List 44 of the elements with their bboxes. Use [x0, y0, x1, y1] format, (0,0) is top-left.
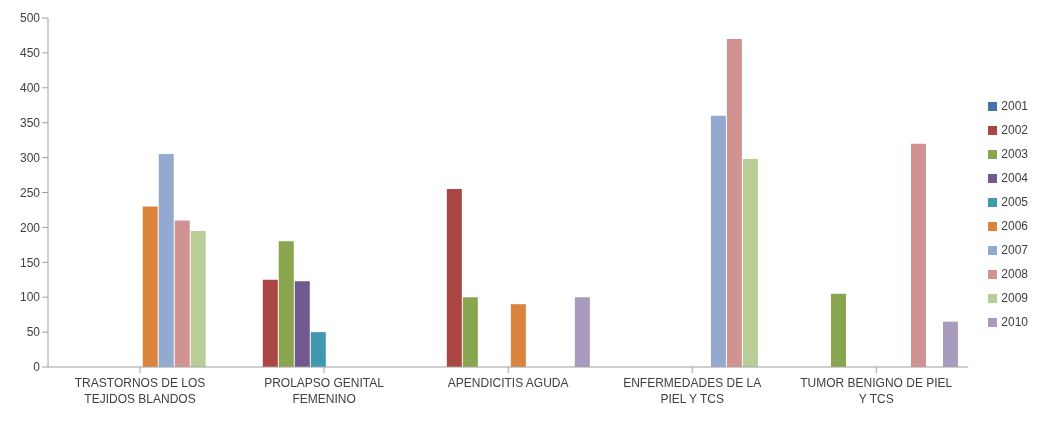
- legend-label: 2005: [1001, 195, 1028, 209]
- x-tick-label: ENFERMEDADES DE LA PIEL Y TCS: [623, 376, 762, 406]
- legend-label: 2003: [1001, 147, 1028, 161]
- bar: [310, 332, 326, 367]
- bar: [158, 154, 174, 367]
- legend-label: 2010: [1001, 315, 1028, 329]
- y-tick-label: 350: [19, 115, 41, 130]
- bar: [462, 297, 478, 367]
- legend-label: 2004: [1001, 171, 1028, 185]
- bar: [726, 38, 742, 367]
- bar: [190, 230, 206, 367]
- y-tick-label: 500: [19, 11, 41, 26]
- y-tick-label: 0: [33, 360, 41, 375]
- legend-label: 2001: [1001, 99, 1028, 113]
- y-tick-label: 400: [19, 81, 41, 96]
- bar: [910, 143, 926, 367]
- y-tick-label: 450: [19, 46, 41, 61]
- legend-label: 2002: [1001, 123, 1028, 137]
- bar: [742, 159, 758, 367]
- x-tick-label: APENDICITIS AGUDA: [447, 376, 569, 390]
- bar: [278, 241, 294, 367]
- bar: [510, 304, 526, 367]
- y-tick-label: 300: [19, 150, 41, 165]
- legend-label: 2009: [1001, 291, 1028, 305]
- bar: [262, 279, 278, 367]
- legend-label: 2008: [1001, 267, 1028, 281]
- bar: [142, 206, 158, 367]
- legend-label: 2007: [1001, 243, 1028, 257]
- bar: [942, 321, 958, 367]
- y-tick-label: 50: [26, 325, 41, 340]
- legend-label: 2006: [1001, 219, 1028, 233]
- x-tick-label: PROLAPSO GENITAL FEMENINO: [264, 376, 385, 406]
- x-tick-label: TRASTORNOS DE LOS TEJIDOS BLANDOS: [74, 376, 206, 406]
- bar: [710, 115, 726, 367]
- y-tick-label: 250: [19, 185, 41, 200]
- bar: [174, 220, 190, 367]
- bar: [294, 281, 310, 367]
- y-tick-label: 200: [19, 220, 41, 235]
- x-tick-label: TUMOR BENIGNO DE PIEL Y TCS: [800, 376, 953, 406]
- bar: [830, 293, 846, 367]
- y-tick-label: 100: [19, 290, 41, 305]
- bar: [446, 189, 462, 367]
- y-tick-label: 150: [19, 255, 41, 270]
- bar: [574, 297, 590, 367]
